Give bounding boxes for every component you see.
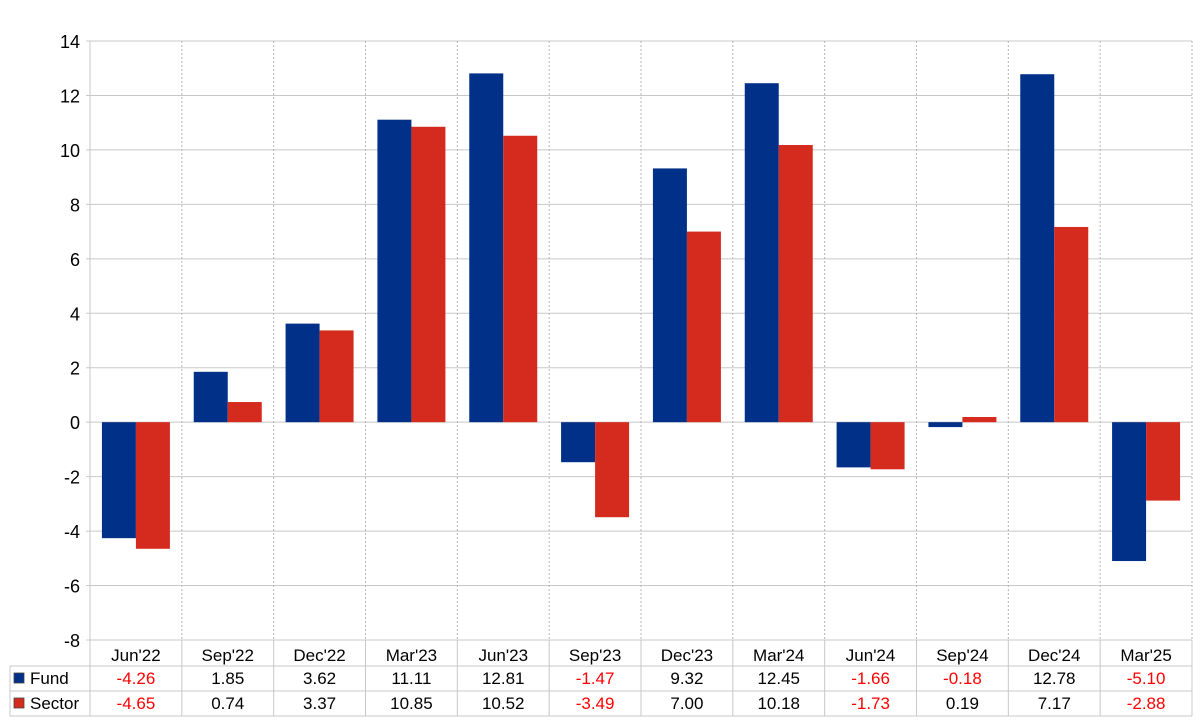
y-tick-label: -8 [64, 631, 80, 651]
table-cell-sector: 0.74 [211, 694, 244, 713]
y-tick-label: -4 [64, 522, 80, 542]
y-tick-label: 10 [60, 141, 80, 161]
bar-fund [561, 422, 596, 463]
bar-sector [962, 417, 997, 423]
bar-fund [193, 371, 228, 423]
y-tick-label: 4 [70, 304, 80, 324]
bar-fund [1020, 74, 1055, 423]
table-cell-fund: -0.18 [943, 669, 982, 688]
x-tick-label: Jun'23 [478, 646, 528, 665]
y-tick-label: 2 [70, 359, 80, 379]
table-cell-fund: -1.66 [851, 669, 890, 688]
table-cell-sector: 3.37 [303, 694, 336, 713]
data-table: Fund -4.26 1.85 3.62 11.11 12.81 -1.47 9.32 12.4… [9, 640, 1193, 717]
x-tick-label: Sep'23 [569, 646, 621, 665]
legend-swatch-fund [13, 672, 25, 684]
bar-fund [836, 422, 871, 468]
x-tick-label: Dec'24 [1028, 646, 1080, 665]
bar-fund [744, 83, 779, 423]
y-tick-label: 6 [70, 250, 80, 270]
table-cell-sector: 0.19 [946, 694, 979, 713]
table-cell-sector: -1.73 [851, 694, 890, 713]
x-tick-label: Jun'24 [846, 646, 896, 665]
table-cell-fund: 12.81 [482, 669, 525, 688]
y-tick-label: 14 [60, 32, 80, 52]
bar-sector [595, 422, 630, 518]
bar-fund [928, 422, 963, 428]
table-cell-fund: -1.47 [576, 669, 615, 688]
y-tick-label: 0 [70, 413, 80, 433]
y-tick-label: 12 [60, 86, 80, 106]
bar-fund [285, 323, 320, 423]
table-cell-sector: -2.88 [1127, 694, 1166, 713]
bar-sector [411, 126, 446, 423]
bar-sector [870, 422, 905, 470]
table-cell-fund: 3.62 [303, 669, 336, 688]
table-cell-sector: -4.65 [117, 694, 156, 713]
x-tick-label: Dec'22 [293, 646, 345, 665]
bar-fund [1112, 422, 1147, 562]
y-tick-label: -6 [64, 577, 80, 597]
bar-fund [101, 422, 136, 539]
x-tick-label: Jun'22 [111, 646, 161, 665]
bar-sector [1146, 422, 1181, 501]
bar-sector [1054, 226, 1089, 423]
table-cell-fund: 11.11 [391, 669, 431, 688]
table-cell-sector: 7.00 [670, 694, 703, 713]
table-cell-fund: 12.45 [757, 669, 800, 688]
bar-fund [652, 168, 687, 423]
bar-sector [686, 231, 721, 423]
x-tick-label: Mar'25 [1120, 646, 1171, 665]
table-cell-sector: 10.52 [482, 694, 525, 713]
table-cell-fund: -5.10 [1127, 669, 1166, 688]
x-tick-label: Dec'23 [661, 646, 713, 665]
table-cell-sector: -3.49 [576, 694, 615, 713]
bar-sector [778, 145, 813, 423]
bar-sector [135, 422, 170, 549]
table-cell-sector: 10.85 [390, 694, 433, 713]
x-tick-label: Sep'22 [202, 646, 254, 665]
y-tick-label: -2 [64, 468, 80, 488]
legend-label-sector: Sector [30, 694, 79, 713]
grid [86, 40, 1193, 641]
table-cell-sector: 7.17 [1038, 694, 1071, 713]
bar-sector [319, 330, 354, 423]
x-axis: Jun'22 Sep'22 Dec'22 Mar'23 Jun'23 Sep'23 Dec'… [111, 646, 1172, 665]
legend-label-fund: Fund [30, 669, 69, 688]
bars [101, 73, 1181, 562]
table-cell-fund: 12.78 [1033, 669, 1076, 688]
bar-fund [469, 73, 504, 423]
y-axis: 14 12 10 8 6 4 2 0 -2 -4 -6 -8 [60, 32, 80, 651]
x-tick-label: Mar'23 [386, 646, 437, 665]
legend-swatch-sector [13, 697, 25, 709]
x-tick-label: Sep'24 [936, 646, 988, 665]
x-tick-label: Mar'24 [753, 646, 804, 665]
table-cell-sector: 10.18 [757, 694, 800, 713]
table-cell-fund: 1.85 [211, 669, 244, 688]
table-cell-fund: -4.26 [117, 669, 156, 688]
table-cell-fund: 9.32 [670, 669, 703, 688]
y-tick-label: 8 [70, 195, 80, 215]
bar-sector [503, 135, 538, 423]
bar-fund [377, 119, 412, 423]
bar-sector [227, 402, 262, 423]
